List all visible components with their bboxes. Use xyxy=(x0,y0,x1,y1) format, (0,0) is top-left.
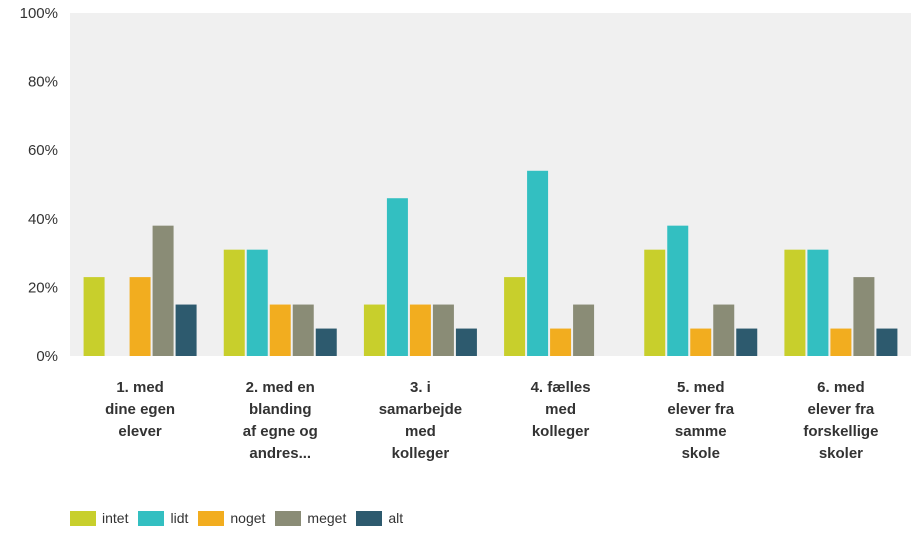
category-label: 4. fælles med kolleger xyxy=(531,379,591,440)
bar-intet xyxy=(224,250,245,356)
legend-item-alt: alt xyxy=(356,510,403,526)
legend-label: intet xyxy=(102,510,128,526)
bar-meget xyxy=(573,305,594,356)
bar-lidt xyxy=(247,250,268,356)
category-label: 1. med dine egen elever xyxy=(105,379,175,440)
y-tick-label: 0% xyxy=(36,348,58,365)
bar-meget xyxy=(293,305,314,356)
legend-label: meget xyxy=(307,510,346,526)
bar-lidt xyxy=(387,198,408,356)
category-label: 6. med elever fra forskellige skoler xyxy=(803,379,878,462)
legend-swatch xyxy=(70,511,96,526)
bar-intet xyxy=(364,305,385,356)
bar-intet xyxy=(784,250,805,356)
bar-lidt xyxy=(527,171,548,356)
bar-alt xyxy=(736,329,757,356)
bar-noget xyxy=(270,305,291,356)
legend-label: alt xyxy=(388,510,403,526)
y-tick-label: 60% xyxy=(28,142,58,159)
legend-swatch xyxy=(198,511,224,526)
legend-label: noget xyxy=(230,510,265,526)
bar-noget xyxy=(690,329,711,356)
legend-item-intet: intet xyxy=(70,510,128,526)
legend-label: lidt xyxy=(170,510,188,526)
bar-intet xyxy=(504,277,525,356)
bar-lidt xyxy=(667,226,688,356)
legend-swatch xyxy=(356,511,382,526)
bar-alt xyxy=(176,305,197,356)
y-tick-label: 40% xyxy=(28,211,58,228)
bar-alt xyxy=(876,329,897,356)
legend-swatch xyxy=(138,511,164,526)
bar-noget xyxy=(550,329,571,356)
bar-noget xyxy=(130,277,151,356)
category-label: 5. med elever fra samme skole xyxy=(667,379,734,462)
category-label: 3. i samarbejde med kolleger xyxy=(379,379,462,462)
bar-alt xyxy=(316,329,337,356)
y-tick-label: 80% xyxy=(28,74,58,91)
y-tick-label: 100% xyxy=(20,5,58,22)
legend-item-noget: noget xyxy=(198,510,265,526)
bar-alt xyxy=(456,329,477,356)
bar-noget xyxy=(830,329,851,356)
bar-intet xyxy=(644,250,665,356)
y-tick-label: 20% xyxy=(28,279,58,296)
bar-meget xyxy=(153,226,174,356)
legend: intet lidt noget meget alt xyxy=(70,510,413,526)
bar-noget xyxy=(410,305,431,356)
bar-intet xyxy=(84,277,105,356)
bar-meget xyxy=(853,277,874,356)
bar-meget xyxy=(713,305,734,356)
category-label: 2. med en blanding af egne og andres... xyxy=(243,379,318,462)
x-axis-labels: 1. med dine egen elever 2. med en blanding af… xyxy=(105,379,878,462)
legend-item-meget: meget xyxy=(275,510,346,526)
legend-swatch xyxy=(275,511,301,526)
bar-lidt xyxy=(807,250,828,356)
legend-item-lidt: lidt xyxy=(138,510,188,526)
bar-meget xyxy=(433,305,454,356)
y-axis-ticks: 0% 20% 40% 60% 80% 100% xyxy=(20,5,58,365)
